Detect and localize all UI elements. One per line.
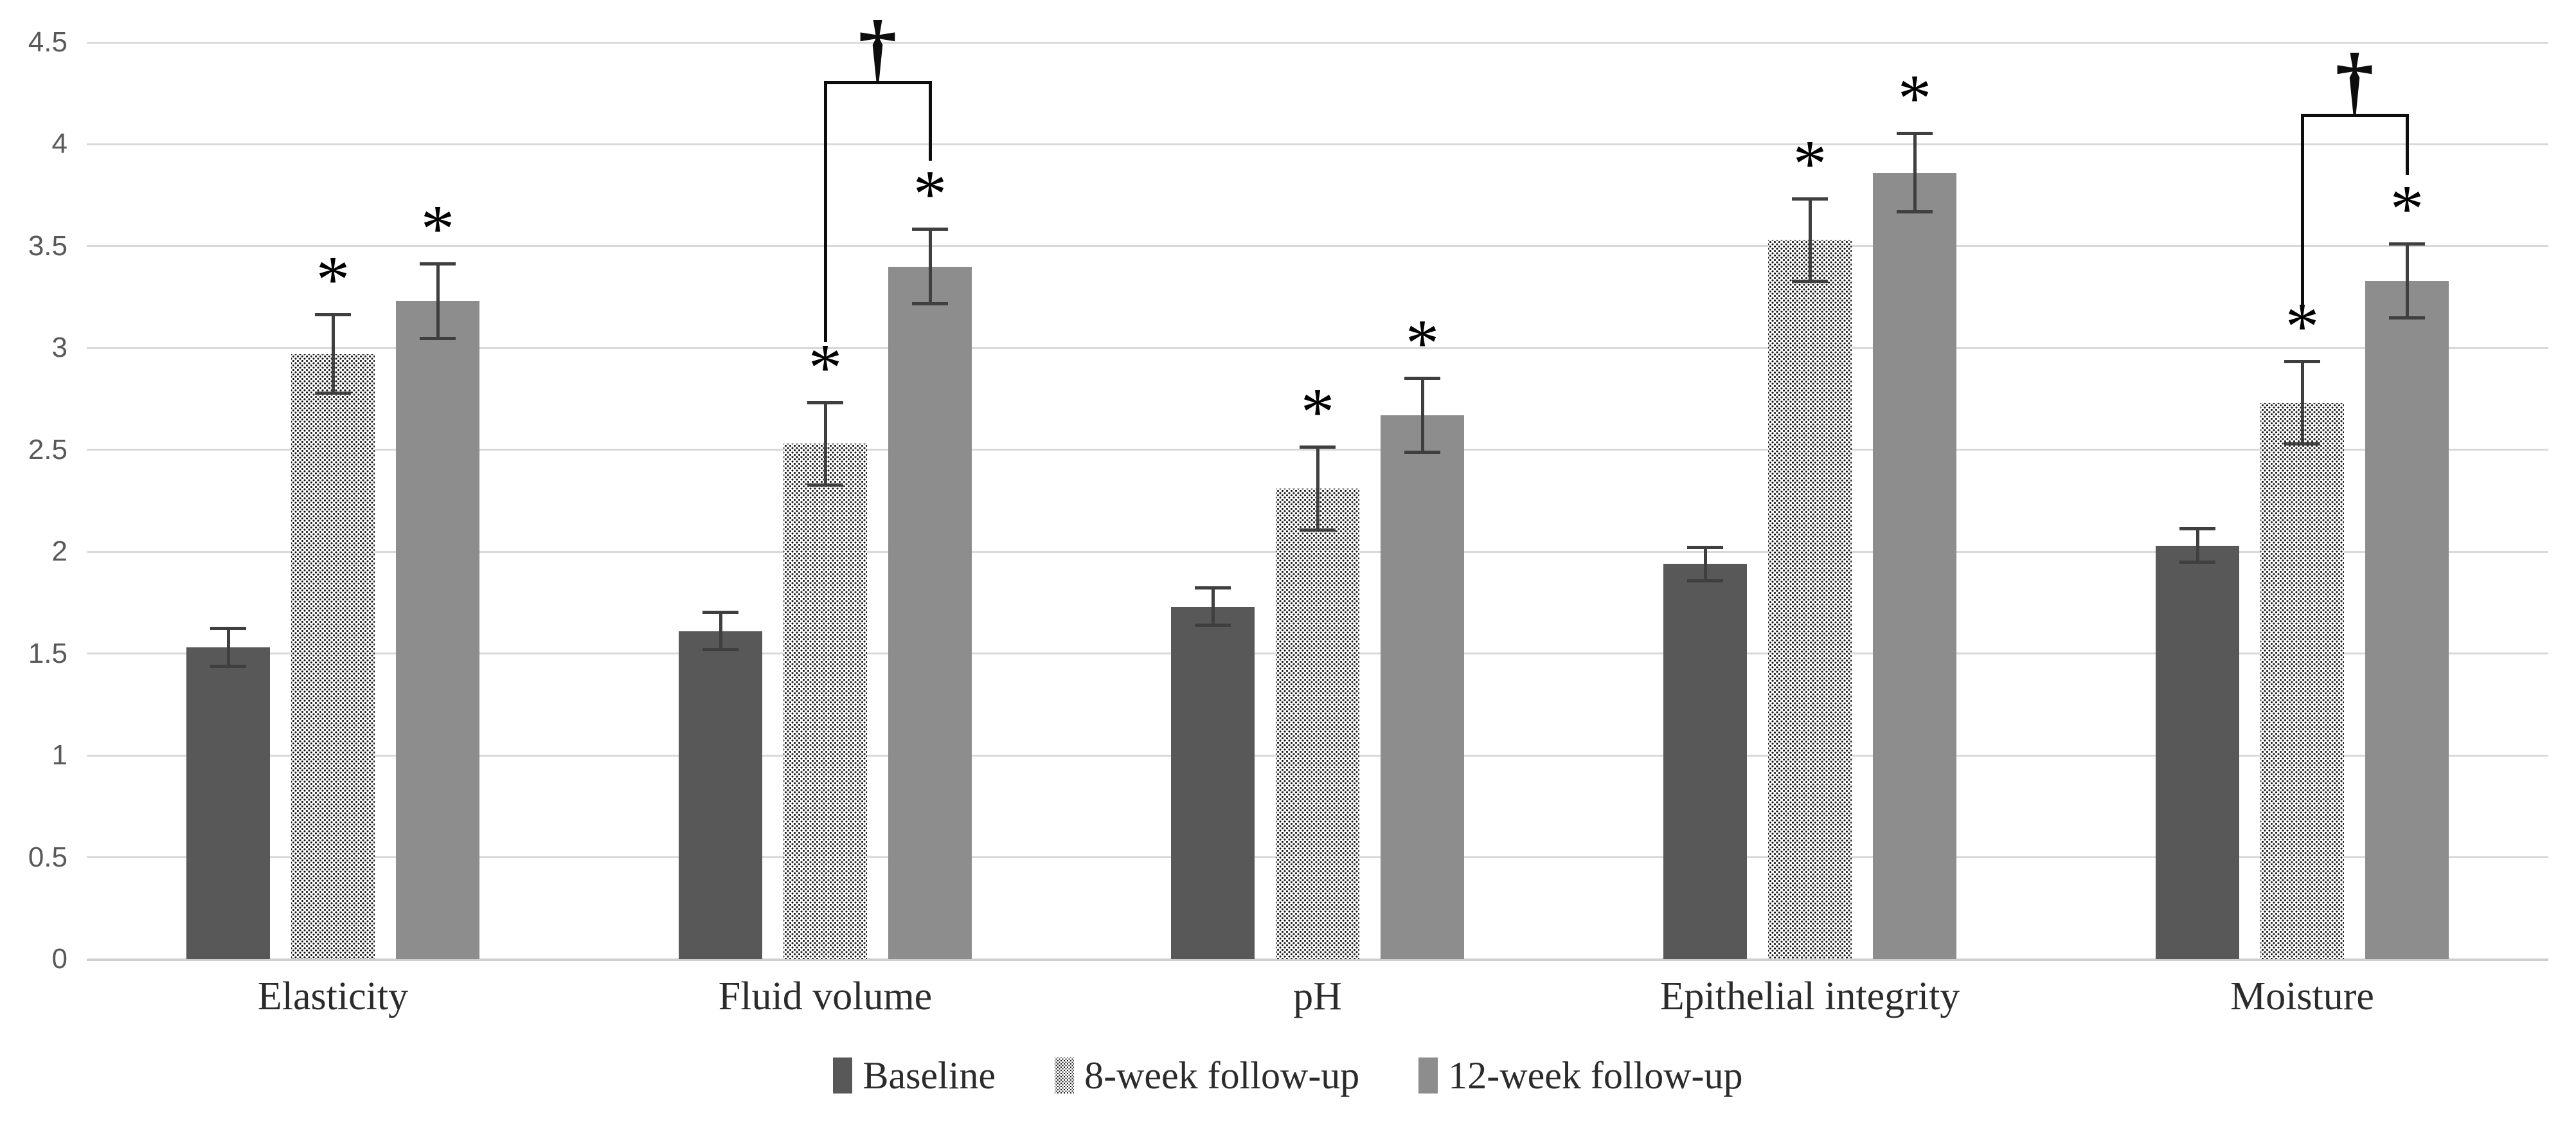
error-bar-baseline-fluid-volume xyxy=(702,611,738,652)
bar-8-week-follow-up-fluid-volume xyxy=(783,444,867,959)
bar-8-week-follow-up-moisture xyxy=(2260,402,2344,959)
error-bar-8-week-follow-up-ph xyxy=(1300,446,1336,532)
y-axis-tick-label: 4.5 xyxy=(28,26,67,58)
x-axis-line xyxy=(87,958,2548,961)
bar-12-week-follow-up-moisture xyxy=(2365,280,2449,959)
y-axis-tick-label: 4 xyxy=(51,128,67,160)
gridline xyxy=(87,245,2548,248)
error-bar-12-week-follow-up-epithelial-integrity xyxy=(1897,132,1933,214)
significance-bracket-right-leg xyxy=(928,81,932,161)
error-bar-12-week-follow-up-elasticity xyxy=(420,262,456,340)
x-axis-label-fluid-volume: Fluid volume xyxy=(718,975,933,1018)
bar-8-week-follow-up-epithelial-integrity xyxy=(1768,240,1852,959)
significance-bracket-left-leg xyxy=(823,81,827,342)
x-axis-label-elasticity: Elasticity xyxy=(257,975,409,1018)
bar-12-week-follow-up-elasticity xyxy=(396,301,479,959)
legend-swatch-baseline xyxy=(833,1058,853,1094)
legend: Baseline 8-week follow-up 12-week follow-u… xyxy=(0,1053,2576,1098)
error-bar-8-week-follow-up-elasticity xyxy=(315,313,351,395)
significance-asterisk: * xyxy=(913,156,947,232)
error-bar-12-week-follow-up-moisture xyxy=(2389,242,2425,320)
legend-label-12-week-follow-up: 12-week follow-up xyxy=(1448,1054,1743,1097)
bar-baseline-moisture xyxy=(2156,545,2239,959)
x-axis-label-moisture: Moisture xyxy=(2230,975,2374,1018)
bar-baseline-ph xyxy=(1171,606,1255,959)
gridline xyxy=(87,143,2548,145)
bar-12-week-follow-up-epithelial-integrity xyxy=(1873,172,1956,959)
error-bar-12-week-follow-up-fluid-volume xyxy=(912,228,948,305)
legend-label-8-week-follow-up: 8-week follow-up xyxy=(1084,1054,1360,1097)
gridline xyxy=(87,41,2548,44)
error-bar-8-week-follow-up-fluid-volume xyxy=(807,401,843,487)
error-bar-8-week-follow-up-epithelial-integrity xyxy=(1792,197,1828,283)
y-axis-tick-label: 1.5 xyxy=(28,637,67,669)
significance-asterisk: * xyxy=(316,242,350,318)
legend-swatch-12-week-follow-up xyxy=(1418,1058,1438,1094)
x-axis-label-epithelial-integrity: Epithelial integrity xyxy=(1659,975,1960,1018)
y-axis-tick-label: 0 xyxy=(51,943,67,975)
bar-8-week-follow-up-ph xyxy=(1276,489,1359,959)
bar-baseline-fluid-volume xyxy=(679,631,762,959)
significance-asterisk: * xyxy=(1300,374,1335,450)
y-axis-tick-label: 3.5 xyxy=(28,230,67,262)
plot-area: * * * * * * * * * * † † xyxy=(87,9,2548,961)
error-bar-baseline-elasticity xyxy=(210,627,246,668)
dagger-icon: † xyxy=(2335,37,2374,123)
bar-8-week-follow-up-elasticity xyxy=(291,354,375,959)
significance-bracket-top xyxy=(2300,113,2409,117)
significance-asterisk: * xyxy=(2390,170,2424,246)
significance-asterisk: * xyxy=(808,329,843,405)
error-bar-baseline-epithelial-integrity xyxy=(1687,545,1723,582)
x-axis-label-ph: pH xyxy=(1293,975,1342,1018)
y-axis-tick-label: 2 xyxy=(51,536,67,568)
significance-bracket-left-leg xyxy=(2300,113,2304,307)
significance-asterisk: * xyxy=(1405,305,1440,381)
significance-asterisk: * xyxy=(1793,125,1827,201)
x-axis-labels: Elasticity Fluid volume pH Epithelial integ… xyxy=(87,972,2548,1021)
bar-baseline-elasticity xyxy=(186,647,270,959)
legend-item-12-week-follow-up: 12-week follow-up xyxy=(1418,1053,1743,1098)
y-axis-tick-label: 3 xyxy=(51,332,67,364)
y-axis-tick-label: 0.5 xyxy=(28,841,67,873)
legend-item-8-week-follow-up: 8-week follow-up xyxy=(1055,1053,1359,1098)
gridline xyxy=(87,346,2548,349)
significance-asterisk: * xyxy=(1897,60,1932,136)
legend-label-baseline: Baseline xyxy=(863,1054,996,1097)
significance-asterisk: * xyxy=(420,191,455,267)
error-bar-8-week-follow-up-moisture xyxy=(2284,360,2320,446)
significance-bracket-top xyxy=(823,81,932,85)
legend-item-baseline: Baseline xyxy=(833,1053,996,1098)
y-axis-tick-label: 1 xyxy=(51,739,67,771)
error-bar-baseline-moisture xyxy=(2179,527,2215,564)
bar-12-week-follow-up-fluid-volume xyxy=(888,266,972,959)
y-axis-tick-label: 2.5 xyxy=(28,433,67,465)
legend-swatch-8-week-follow-up xyxy=(1055,1058,1075,1094)
error-bar-baseline-ph xyxy=(1195,586,1231,627)
bar-12-week-follow-up-ph xyxy=(1381,415,1464,959)
dagger-icon: † xyxy=(858,4,897,91)
error-bar-12-week-follow-up-ph xyxy=(1404,376,1440,455)
significance-bracket-right-leg xyxy=(2405,113,2409,175)
bar-baseline-epithelial-integrity xyxy=(1663,564,1747,959)
